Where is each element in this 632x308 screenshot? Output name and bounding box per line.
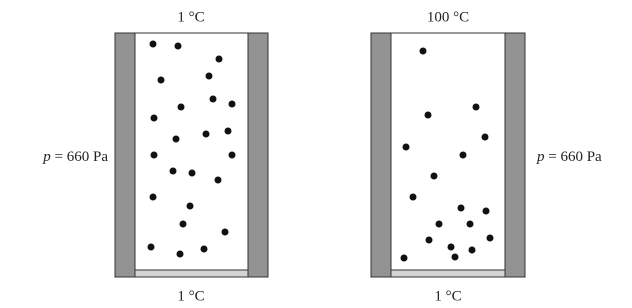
molecule (487, 235, 494, 242)
molecule (222, 229, 229, 236)
molecule (178, 104, 185, 111)
wall (115, 33, 135, 277)
molecule (229, 152, 236, 159)
molecule (431, 173, 438, 180)
pressure-symbol: p (536, 149, 545, 165)
pressure-label: p = 660 Pa (536, 149, 602, 165)
molecule (177, 251, 184, 258)
molecule (206, 73, 213, 80)
molecule (151, 115, 158, 122)
pressure-label: p = 660 Pa (42, 149, 108, 165)
molecule (216, 56, 223, 63)
molecule (436, 221, 443, 228)
bottom-temperature: 1 °C (177, 288, 204, 304)
right-container: 100 °C 1 °C p = 660 Pa (371, 9, 602, 304)
molecule (403, 144, 410, 151)
molecule (175, 43, 182, 50)
molecule (458, 205, 465, 212)
molecule (187, 203, 194, 210)
top-temperature: 1 °C (177, 9, 204, 25)
molecule (452, 254, 459, 261)
molecule (210, 96, 217, 103)
molecule (148, 244, 155, 251)
molecule (180, 221, 187, 228)
molecule (225, 128, 232, 135)
molecule (473, 104, 480, 111)
molecule (467, 221, 474, 228)
wall (371, 33, 391, 277)
pressure-value: = 660 Pa (55, 149, 109, 165)
molecule (229, 101, 236, 108)
molecule (150, 194, 157, 201)
molecule (151, 152, 158, 159)
wall (505, 33, 525, 277)
molecule (410, 194, 417, 201)
base-plate (391, 270, 505, 277)
molecule (426, 237, 433, 244)
molecule (173, 136, 180, 143)
molecule (215, 177, 222, 184)
pressure-value: = 660 Pa (548, 149, 602, 165)
molecule (420, 48, 427, 55)
molecule (425, 112, 432, 119)
wall (248, 33, 268, 277)
diagram: 1 °C 1 °C p = 660 Pa 100 °C 1 °C p = 660… (0, 0, 632, 308)
molecule (203, 131, 210, 138)
molecule (460, 152, 467, 159)
molecule (401, 255, 408, 262)
molecule (170, 168, 177, 175)
molecule (201, 246, 208, 253)
molecule (469, 247, 476, 254)
molecule (189, 170, 196, 177)
molecule (150, 41, 157, 48)
molecule (482, 134, 489, 141)
pressure-symbol: p (42, 149, 51, 165)
bottom-temperature: 1 °C (434, 288, 461, 304)
molecule (448, 244, 455, 251)
top-temperature: 100 °C (427, 9, 469, 25)
base-plate (135, 270, 248, 277)
page: {"left_container": {"top_temperature": "… (0, 0, 632, 308)
molecule (483, 208, 490, 215)
molecule (158, 77, 165, 84)
left-container: 1 °C 1 °C p = 660 Pa (42, 9, 268, 304)
